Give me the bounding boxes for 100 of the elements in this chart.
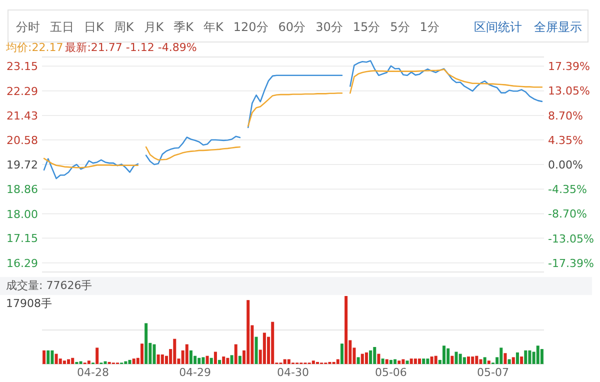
bar [144,323,148,364]
bar [536,346,540,364]
x-tick-label: 05-06 [374,366,407,379]
text: 年K [204,20,224,34]
y2-tick-label: -8.70% [548,208,587,221]
bar [475,356,478,364]
y2-tick-label: 17.39% [548,60,590,74]
bar [271,322,274,364]
text: 季K [174,20,195,34]
bar [410,358,413,364]
text: 15分 [352,20,380,34]
bar [132,358,136,364]
y-tick-label: 18.86 [6,183,38,196]
bar [230,355,234,364]
bar [450,356,454,364]
chart-title: 成交量: 77626手 [6,279,92,292]
bar [516,352,519,364]
bar [434,356,438,364]
bar [394,359,397,364]
bar [442,346,446,364]
bar [471,356,474,364]
text: 全屏显示 [534,20,582,34]
bar [426,358,430,364]
bar [487,360,490,364]
bar [210,358,213,364]
bar [160,354,164,364]
bar [462,357,466,364]
bar [226,358,230,364]
bar [360,354,364,364]
y-tick-label: 16.29 [6,256,38,270]
bar [124,361,128,364]
text: 月K [144,20,165,34]
y-tick-label: 21.43 [6,109,38,122]
bar [96,348,99,364]
text: 60分 [278,20,306,34]
bar [62,360,66,364]
text: 120分 [233,20,268,34]
y2-tick-label: -13.05% [548,232,594,246]
y2-tick-label: -17.39% [548,256,594,270]
bar [528,350,532,364]
bar [173,338,176,364]
text: 日K [84,20,105,34]
bar [500,348,503,364]
bar [385,359,388,364]
bar [508,359,511,364]
bar [364,352,368,364]
y2-tick-label: 8.70% [548,109,583,122]
bar [504,353,507,364]
bar [430,356,434,364]
bar [189,350,192,364]
bar [414,358,417,364]
bar [418,358,422,364]
bar [458,354,462,364]
bar [406,360,409,364]
bar [540,349,544,364]
x-tick-label: 04-28 [77,366,109,379]
bar [50,350,54,364]
bar [262,332,266,364]
bar [369,350,372,364]
bar [238,356,242,364]
bar [104,361,107,364]
bar [398,360,401,364]
bar [483,357,486,364]
bar [152,344,156,364]
bar [402,359,405,364]
text: 五日 [50,20,74,34]
text: 1分 [420,20,440,34]
x-tick-label: 04-30 [277,366,309,379]
y2-tick-label: 0.00% [548,158,583,172]
bar [336,359,340,364]
bar [128,360,132,364]
bar [520,356,524,364]
bar [222,356,226,364]
bar [140,344,144,364]
bar [312,360,315,364]
bar [198,358,201,364]
bar [381,358,384,364]
bar [202,357,205,364]
bar [373,347,376,364]
text: 分时 [16,20,40,34]
bar [87,360,90,364]
text: 区间统计 [474,20,522,34]
bar [79,361,82,364]
bar [246,300,250,364]
text: 5分 [390,20,410,34]
bar [234,344,238,364]
bar [524,350,528,364]
bar [454,352,458,364]
bar [512,357,515,364]
bar [422,358,426,364]
y2-tick-label: 4.35% [548,134,583,147]
bar [344,296,348,364]
text: 30分 [316,20,343,34]
bar [479,359,482,364]
chart-subtitle: 最新:21.77 -1.12 -4.89% [65,41,197,54]
y2-tick-label: 13.05% [548,84,590,98]
y-tick-label: 17.15 [6,232,38,246]
bar [340,344,344,364]
bar [466,356,470,364]
bar [54,354,58,364]
